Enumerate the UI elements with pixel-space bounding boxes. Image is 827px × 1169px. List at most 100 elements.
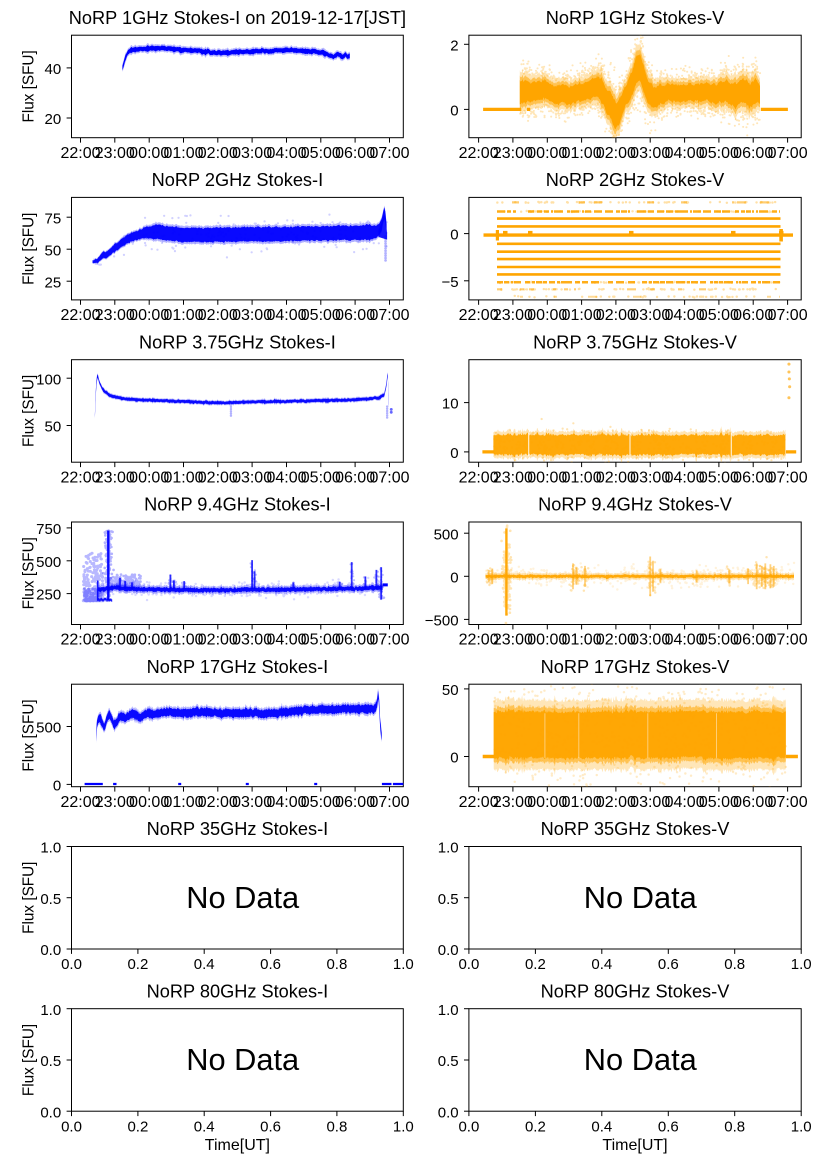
svg-text:05:00: 05:00 xyxy=(301,145,341,162)
svg-text:No Data: No Data xyxy=(584,1042,698,1077)
svg-text:Flux [SFU]: Flux [SFU] xyxy=(21,537,38,609)
svg-text:02:00: 02:00 xyxy=(596,469,636,486)
svg-text:01:00: 01:00 xyxy=(163,307,203,324)
svg-text:NoRP 2GHz Stokes-V: NoRP 2GHz Stokes-V xyxy=(546,170,725,190)
svg-text:−500: −500 xyxy=(425,613,459,630)
svg-text:40: 40 xyxy=(45,61,62,78)
svg-text:22:00: 22:00 xyxy=(60,632,100,649)
svg-text:0.6: 0.6 xyxy=(260,1118,281,1135)
svg-text:0.4: 0.4 xyxy=(194,956,215,973)
svg-text:Time[UT]: Time[UT] xyxy=(205,1137,270,1154)
svg-text:1.0: 1.0 xyxy=(791,1118,812,1135)
svg-text:00:00: 00:00 xyxy=(527,469,567,486)
svg-text:0.0: 0.0 xyxy=(61,956,82,973)
svg-text:06:00: 06:00 xyxy=(335,794,375,811)
svg-text:04:00: 04:00 xyxy=(266,632,306,649)
svg-text:01:00: 01:00 xyxy=(163,632,203,649)
svg-text:00:00: 00:00 xyxy=(527,145,567,162)
svg-text:10: 10 xyxy=(442,396,459,413)
svg-text:0: 0 xyxy=(450,227,458,244)
svg-text:NoRP 1GHz Stokes-I on 2019-12-: NoRP 1GHz Stokes-I on 2019-12-17[JST] xyxy=(69,8,406,28)
svg-text:Flux [SFU]: Flux [SFU] xyxy=(21,213,38,285)
svg-text:500: 500 xyxy=(36,554,61,571)
svg-text:0.4: 0.4 xyxy=(591,956,612,973)
svg-text:06:00: 06:00 xyxy=(335,469,375,486)
svg-text:0.8: 0.8 xyxy=(326,956,347,973)
svg-text:22:00: 22:00 xyxy=(60,469,100,486)
svg-text:03:00: 03:00 xyxy=(630,469,670,486)
svg-text:1.0: 1.0 xyxy=(438,1002,459,1019)
svg-text:NoRP 1GHz Stokes-V: NoRP 1GHz Stokes-V xyxy=(546,8,725,28)
svg-text:22:00: 22:00 xyxy=(459,632,499,649)
svg-text:23:00: 23:00 xyxy=(493,794,533,811)
svg-text:0.4: 0.4 xyxy=(591,1118,612,1135)
svg-text:06:00: 06:00 xyxy=(335,307,375,324)
svg-text:Time[UT]: Time[UT] xyxy=(602,1137,667,1154)
svg-text:0.5: 0.5 xyxy=(40,1053,61,1070)
svg-text:23:00: 23:00 xyxy=(493,307,533,324)
svg-text:NoRP 35GHz Stokes-V: NoRP 35GHz Stokes-V xyxy=(541,819,731,839)
svg-text:06:00: 06:00 xyxy=(733,469,773,486)
svg-text:NoRP 2GHz Stokes-I: NoRP 2GHz Stokes-I xyxy=(152,170,324,190)
svg-text:Flux [SFU]: Flux [SFU] xyxy=(21,699,38,771)
svg-text:05:00: 05:00 xyxy=(699,145,739,162)
svg-text:23:00: 23:00 xyxy=(95,307,135,324)
svg-text:01:00: 01:00 xyxy=(562,632,602,649)
svg-text:03:00: 03:00 xyxy=(232,469,272,486)
svg-text:0.6: 0.6 xyxy=(260,956,281,973)
svg-text:0.8: 0.8 xyxy=(724,956,745,973)
svg-text:03:00: 03:00 xyxy=(232,145,272,162)
svg-text:01:00: 01:00 xyxy=(163,469,203,486)
svg-text:1.0: 1.0 xyxy=(438,840,459,857)
svg-text:Flux [SFU]: Flux [SFU] xyxy=(21,862,38,934)
svg-text:0.0: 0.0 xyxy=(458,956,479,973)
svg-text:0.2: 0.2 xyxy=(127,956,148,973)
svg-text:NoRP 3.75GHz Stokes-I: NoRP 3.75GHz Stokes-I xyxy=(139,332,336,352)
svg-text:0: 0 xyxy=(53,778,61,795)
svg-text:02:00: 02:00 xyxy=(596,307,636,324)
svg-text:01:00: 01:00 xyxy=(562,469,602,486)
svg-text:1.0: 1.0 xyxy=(393,956,414,973)
svg-text:02:00: 02:00 xyxy=(198,145,238,162)
svg-text:07:00: 07:00 xyxy=(768,632,808,649)
svg-text:0.2: 0.2 xyxy=(525,1118,546,1135)
svg-text:NoRP 17GHz Stokes-I: NoRP 17GHz Stokes-I xyxy=(147,657,329,677)
svg-text:00:00: 00:00 xyxy=(129,307,169,324)
svg-text:1.0: 1.0 xyxy=(40,840,61,857)
svg-text:06:00: 06:00 xyxy=(335,145,375,162)
svg-text:0.8: 0.8 xyxy=(724,1118,745,1135)
svg-text:75: 75 xyxy=(45,210,62,227)
svg-text:03:00: 03:00 xyxy=(232,307,272,324)
svg-text:05:00: 05:00 xyxy=(301,632,341,649)
svg-text:07:00: 07:00 xyxy=(768,307,808,324)
svg-text:23:00: 23:00 xyxy=(493,145,533,162)
svg-text:07:00: 07:00 xyxy=(369,307,409,324)
svg-text:07:00: 07:00 xyxy=(369,145,409,162)
svg-text:01:00: 01:00 xyxy=(163,145,203,162)
svg-text:00:00: 00:00 xyxy=(129,632,169,649)
svg-text:NoRP 3.75GHz Stokes-V: NoRP 3.75GHz Stokes-V xyxy=(533,332,738,352)
svg-text:03:00: 03:00 xyxy=(232,632,272,649)
svg-text:02:00: 02:00 xyxy=(198,794,238,811)
svg-text:02:00: 02:00 xyxy=(198,632,238,649)
svg-text:Flux [SFU]: Flux [SFU] xyxy=(21,375,38,447)
svg-text:06:00: 06:00 xyxy=(733,794,773,811)
svg-text:500: 500 xyxy=(434,526,459,543)
svg-text:50: 50 xyxy=(45,242,62,259)
svg-text:03:00: 03:00 xyxy=(630,632,670,649)
svg-text:04:00: 04:00 xyxy=(665,307,705,324)
svg-text:03:00: 03:00 xyxy=(232,794,272,811)
svg-text:23:00: 23:00 xyxy=(95,469,135,486)
svg-text:NoRP 17GHz Stokes-V: NoRP 17GHz Stokes-V xyxy=(541,657,731,677)
svg-text:07:00: 07:00 xyxy=(768,469,808,486)
svg-text:No Data: No Data xyxy=(584,880,698,915)
svg-text:Flux [SFU]: Flux [SFU] xyxy=(21,1024,38,1096)
svg-text:0.6: 0.6 xyxy=(658,1118,679,1135)
svg-text:00:00: 00:00 xyxy=(129,145,169,162)
svg-text:0.6: 0.6 xyxy=(658,956,679,973)
svg-text:23:00: 23:00 xyxy=(493,632,533,649)
svg-text:20: 20 xyxy=(45,111,62,128)
svg-text:05:00: 05:00 xyxy=(301,469,341,486)
svg-text:0.0: 0.0 xyxy=(438,942,459,959)
svg-text:0.2: 0.2 xyxy=(525,956,546,973)
